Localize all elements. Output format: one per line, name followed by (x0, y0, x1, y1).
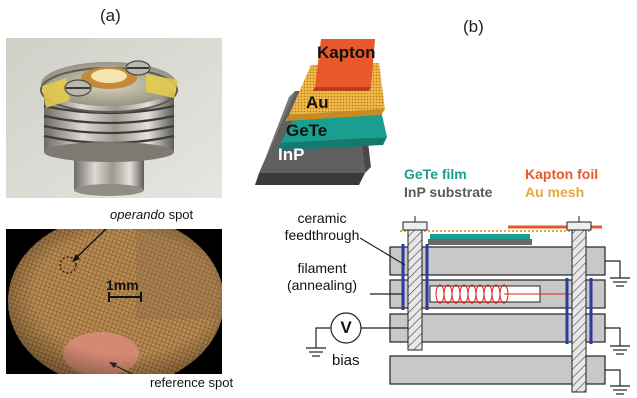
panel-label-b: (b) (463, 17, 484, 36)
legend-gete-film: GeTe film (404, 166, 467, 182)
operando-spot-label: operando spot (110, 207, 193, 222)
microscope-photo (6, 229, 222, 374)
operando-rest: spot (164, 207, 194, 222)
filament-line2: (annealing) (286, 277, 358, 293)
cross-section-schematic (306, 216, 630, 395)
stack-au-label: Au (306, 93, 329, 112)
kapton-layer (315, 39, 375, 87)
legend-au-mesh: Au mesh (525, 184, 585, 200)
layer-stack-3d (255, 39, 387, 185)
filament-label: filament (annealing) (280, 260, 364, 294)
operando-italic: operando (110, 207, 165, 222)
filament-coil (435, 284, 575, 304)
plate-4 (389, 355, 606, 385)
sample-holder-photo (6, 38, 222, 198)
plate-3 (389, 313, 606, 343)
scale-bar-label: 1mm (106, 277, 139, 293)
voltmeter-symbol-label: V (340, 318, 352, 337)
filament-line1: filament (297, 260, 347, 276)
reference-spot-label: reference spot (150, 375, 234, 390)
stack-gete-label: GeTe (286, 121, 328, 140)
stack-kapton-label: Kapton (317, 43, 376, 62)
ceramic-feedthrough-label: ceramic feedthrough (282, 210, 362, 244)
ceramic-line2: feedthrough (284, 227, 360, 243)
ceramic-line1: ceramic (297, 210, 347, 226)
legend-inp-substrate: InP substrate (404, 184, 493, 200)
legend-kapton-foil: Kapton foil (525, 166, 599, 182)
panel-label-a: (a) (100, 6, 121, 25)
stack-inp-label: InP (278, 145, 305, 164)
bias-label: bias (332, 352, 360, 369)
